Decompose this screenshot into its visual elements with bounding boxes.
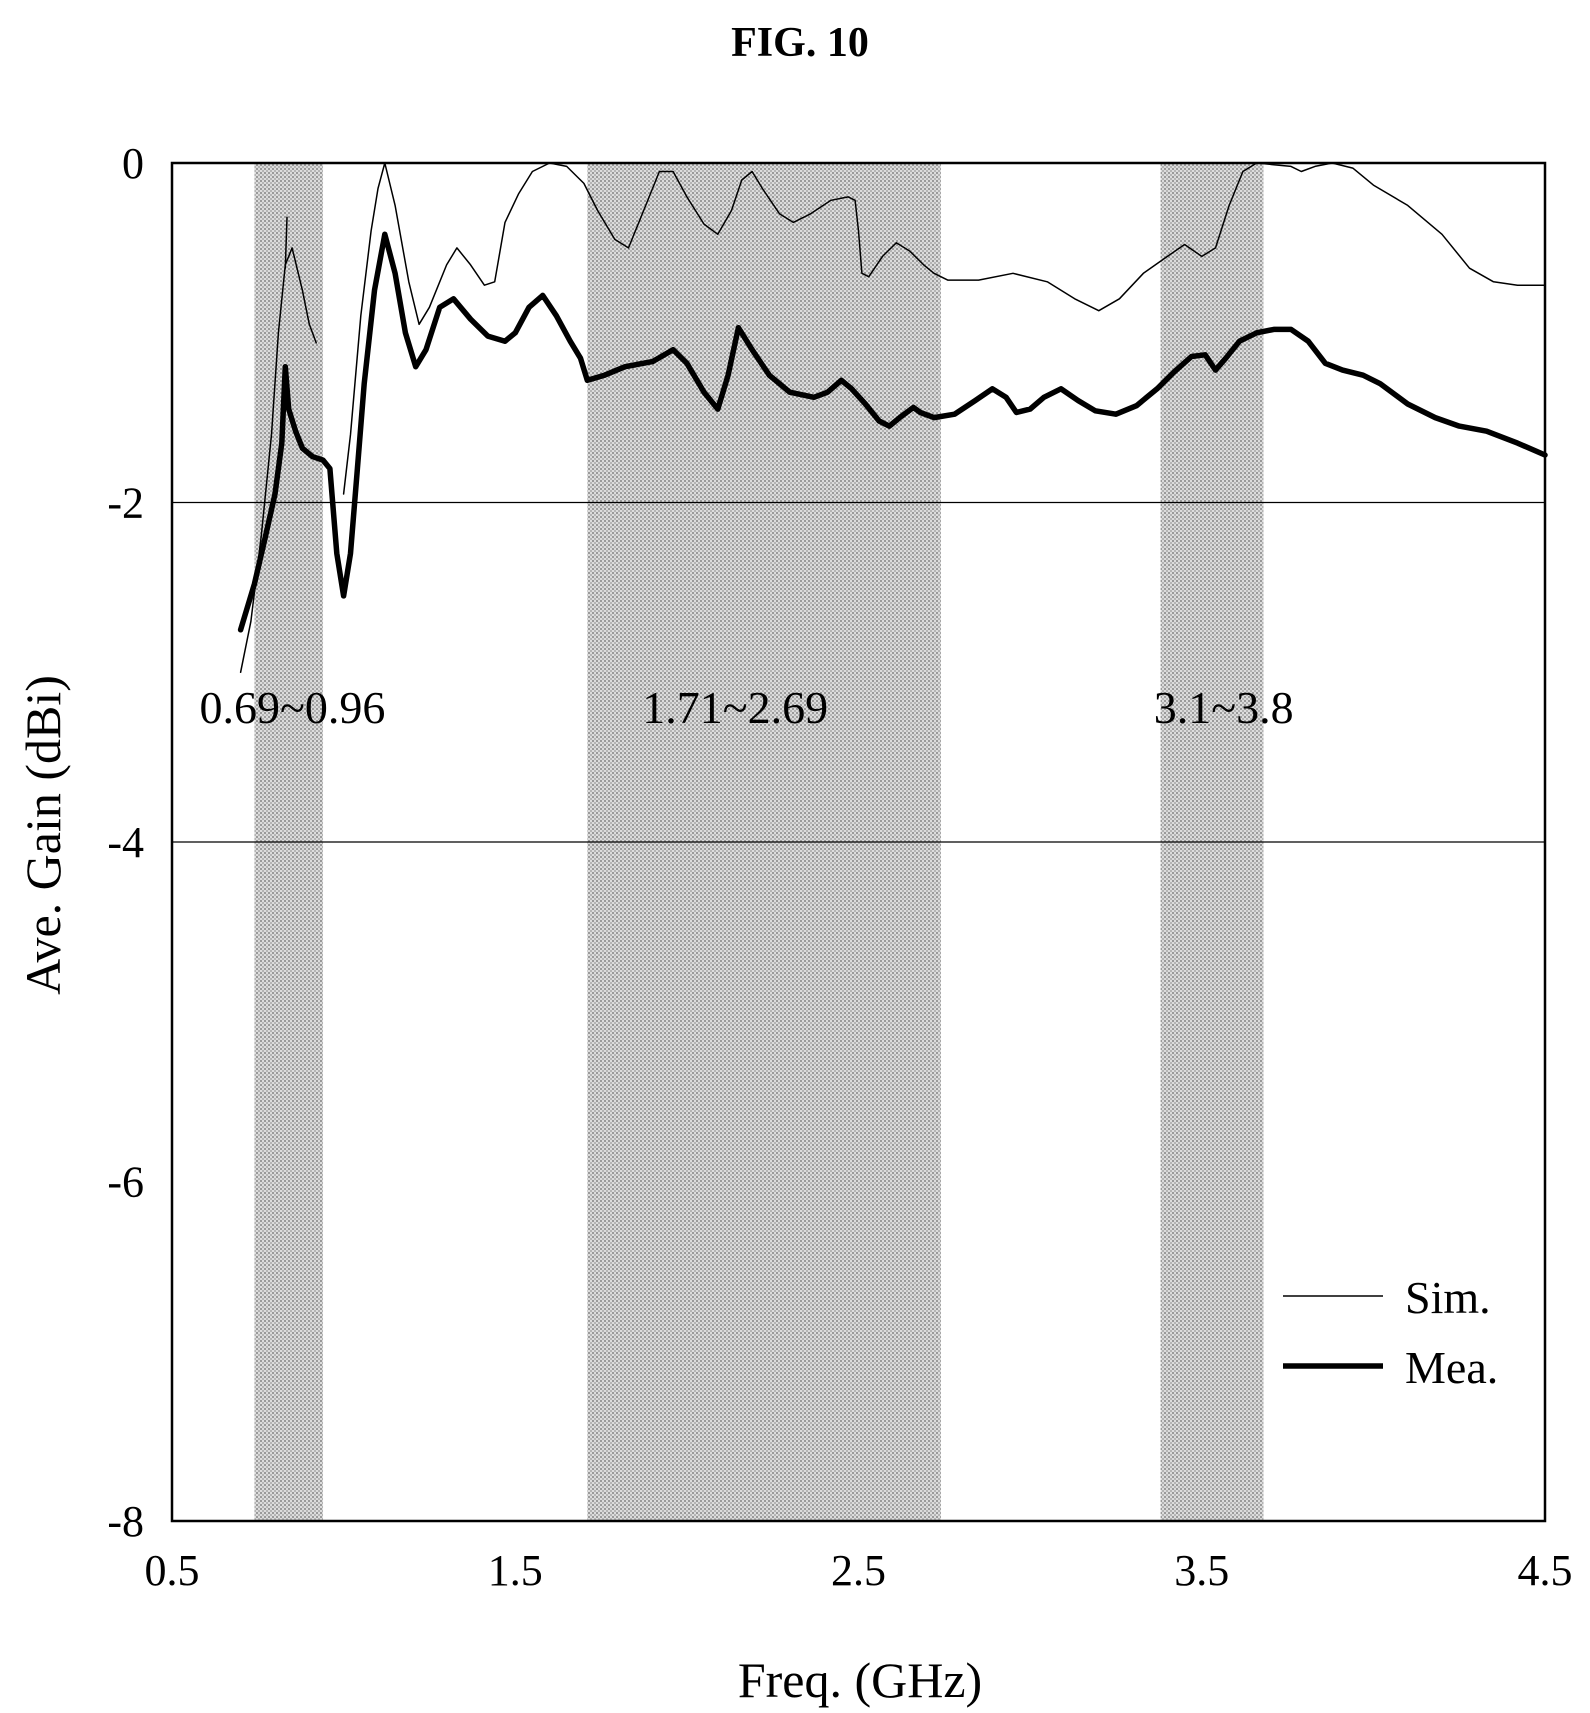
y-tick-label: 0 bbox=[122, 139, 144, 188]
y-tick-label: -8 bbox=[107, 1497, 144, 1546]
x-axis-label: Freq. (GHz) bbox=[738, 1652, 982, 1708]
y-axis-ticks: 0 -2 -4 -6 -8 bbox=[107, 139, 144, 1546]
x-tick-label: 0.5 bbox=[145, 1546, 200, 1595]
gridlines bbox=[172, 501, 1545, 843]
x-tick-label: 2.5 bbox=[831, 1546, 886, 1595]
y-tick-label: -4 bbox=[107, 818, 144, 867]
y-axis-label: Ave. Gain (dBi) bbox=[15, 675, 71, 995]
x-axis-ticks: 0.5 1.5 2.5 3.5 4.5 bbox=[145, 1546, 1573, 1595]
legend-label-mea: Mea. bbox=[1405, 1342, 1498, 1393]
band-label-3: 3.1~3.8 bbox=[1154, 682, 1294, 733]
x-tick-label: 3.5 bbox=[1174, 1546, 1229, 1595]
y-tick-label: -6 bbox=[107, 1158, 144, 1207]
y-tick-label: -2 bbox=[107, 479, 144, 528]
plot-frame bbox=[170, 161, 1547, 1523]
legend-label-sim: Sim. bbox=[1405, 1272, 1491, 1323]
band-label-1: 0.69~0.96 bbox=[199, 682, 385, 733]
x-tick-label: 1.5 bbox=[488, 1546, 543, 1595]
series-line-mea-1 bbox=[237, 231, 1548, 633]
x-tick-label: 4.5 bbox=[1518, 1546, 1573, 1595]
band-label-2: 1.71~2.69 bbox=[642, 682, 828, 733]
series-line-sim-2 bbox=[284, 216, 288, 269]
band-labels: 0.69~0.96 1.71~2.69 3.1~3.8 bbox=[199, 682, 1293, 733]
legend: Sim. Mea. bbox=[1283, 1272, 1498, 1393]
figure-title: FIG. 10 bbox=[731, 20, 869, 66]
series-line-sim-3 bbox=[342, 162, 1546, 495]
